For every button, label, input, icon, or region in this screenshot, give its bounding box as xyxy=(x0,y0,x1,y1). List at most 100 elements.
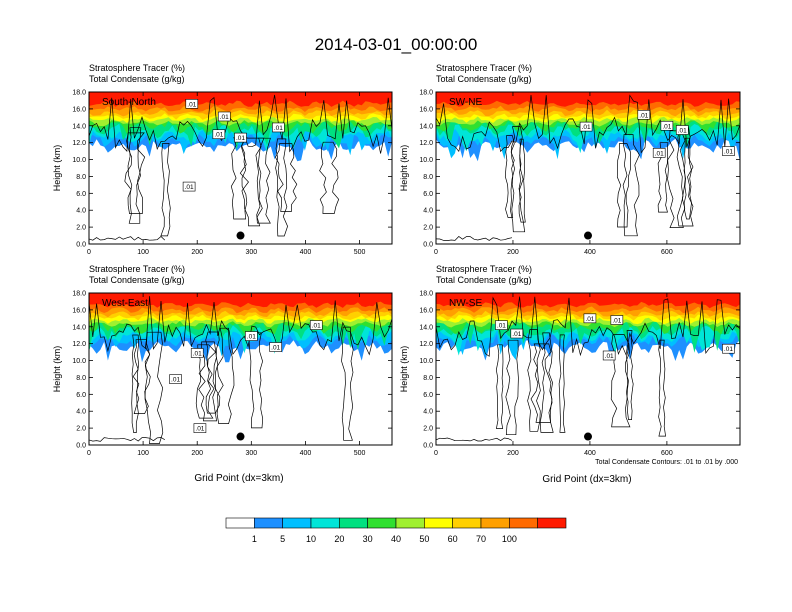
condensate-contour xyxy=(144,331,164,444)
y-tick-label: 16.0 xyxy=(72,106,86,113)
contour-label: .01 xyxy=(214,132,223,139)
y-tick-label: 8.0 xyxy=(76,174,86,181)
y-tick-label: 10.0 xyxy=(72,358,86,365)
x-tick-label: 400 xyxy=(300,450,312,457)
x-tick-label: 200 xyxy=(507,450,519,457)
x-tick-label: 0 xyxy=(87,450,91,457)
x-tick-label: 400 xyxy=(300,249,312,256)
contour-label-box xyxy=(637,110,651,120)
contour-label-box xyxy=(269,342,282,352)
colorbar-swatch xyxy=(310,517,340,529)
x-tick-label: 500 xyxy=(354,249,366,256)
condensate-contour xyxy=(558,334,566,433)
colorbar-swatch xyxy=(424,517,453,529)
y-axis-label: Height (km) xyxy=(52,346,62,393)
plot-frame xyxy=(88,91,393,245)
contour-label-box xyxy=(510,328,524,339)
y-tick-label: 12.0 xyxy=(419,140,433,147)
x-tick-label: 0 xyxy=(434,450,438,457)
panel-label: South-North xyxy=(102,97,156,108)
colorbar-swatch xyxy=(339,517,368,529)
panel-subtitle-tracer: Stratosphere Tracer (%) xyxy=(436,63,532,73)
panel-label: NW-SE xyxy=(449,298,482,309)
panel-label: SW-NE xyxy=(449,97,482,108)
colorbar-label: 100 xyxy=(502,534,517,544)
condensate-contour xyxy=(539,332,554,433)
condensate-contours xyxy=(436,94,740,241)
contour-label: .01 xyxy=(220,114,229,121)
contour-label: .01 xyxy=(724,346,733,353)
location-marker xyxy=(236,231,245,240)
x-tick-label: 600 xyxy=(661,249,673,256)
contour-label: .01 xyxy=(585,316,594,323)
contour-label-box xyxy=(272,122,285,133)
condensate-contour xyxy=(248,332,264,429)
condensate-contour xyxy=(89,94,392,154)
tracer-band xyxy=(89,92,392,107)
panel-subtitle-tracer: Stratosphere Tracer (%) xyxy=(436,264,532,274)
y-tick-label: 10.0 xyxy=(72,157,86,164)
colorbar-label: 1 xyxy=(252,534,257,544)
contour-label-box xyxy=(660,120,674,131)
x-axis-label: Grid Point (dx=3km) xyxy=(194,473,283,484)
x-tick-label: 600 xyxy=(661,450,673,457)
panel-label: West-East xyxy=(102,298,148,309)
panel-plot-area: .01 .01 .01 .01 .01 .01 West-East 0.0 2.0 4.0 6.0 8… xyxy=(72,291,393,457)
contour-label-box xyxy=(185,99,199,109)
x-tick-label: 300 xyxy=(245,249,257,256)
x-tick-label: 200 xyxy=(191,450,203,457)
colorbar-label: 70 xyxy=(476,534,486,544)
contour-label-box xyxy=(675,125,689,135)
y-tick-label: 6.0 xyxy=(423,191,433,198)
condensate-contour xyxy=(505,339,519,436)
condensate-contour xyxy=(616,143,631,228)
condensate-contour xyxy=(436,236,513,241)
condensate-contour xyxy=(622,134,640,237)
colorbar-swatch xyxy=(225,517,255,529)
y-tick-label: 2.0 xyxy=(423,225,433,232)
condensate-contour xyxy=(436,296,740,357)
plot-frame xyxy=(88,292,393,446)
tracer-field xyxy=(436,92,740,244)
panel-subtitle-condensate: Total Condensate (g/kg) xyxy=(89,74,185,84)
y-tick-label: 18.0 xyxy=(419,90,433,97)
x-tick-label: 500 xyxy=(354,450,366,457)
condensate-contour xyxy=(436,437,513,442)
condensate-contour xyxy=(89,437,165,442)
x-tick-label: 0 xyxy=(434,249,438,256)
x-tick-label: 400 xyxy=(584,450,596,457)
y-tick-label: 14.0 xyxy=(72,324,86,331)
colorbar-label: 40 xyxy=(391,534,401,544)
colorbar-swatch xyxy=(395,517,425,529)
colorbar-swatch xyxy=(537,517,567,529)
contour-label: .01 xyxy=(271,345,280,352)
y-tick-label: 18.0 xyxy=(72,90,86,97)
condensate-contour xyxy=(495,344,504,429)
contour-label: .01 xyxy=(312,323,321,330)
contour-label: .01 xyxy=(171,377,180,384)
y-axis-label: Height (km) xyxy=(399,346,409,393)
y-tick-label: 6.0 xyxy=(76,191,86,198)
contour-label: .01 xyxy=(605,353,614,360)
y-tick-label: 14.0 xyxy=(419,123,433,130)
condensate-contour xyxy=(216,327,235,424)
condensate-contour xyxy=(275,138,288,237)
contour-label: .01 xyxy=(678,128,687,135)
x-tick-label: 0 xyxy=(87,249,91,256)
panel-plot-area: .01 .01 .01 .01 .01 .01 NW-SE 0.0 2.0 4.0 6.0 8.0 10… xyxy=(419,291,741,457)
tracer-band xyxy=(89,293,392,308)
condensate-contour xyxy=(530,343,553,423)
y-tick-label: 8.0 xyxy=(76,375,86,382)
condensate-contour xyxy=(518,138,526,223)
contour-footnote: Total Condensate Contours: .01 to .01 by… xyxy=(595,459,738,466)
y-axis-label: Height (km) xyxy=(52,145,62,192)
contour-label-box xyxy=(722,343,735,354)
panel-subtitle-tracer: Stratosphere Tracer (%) xyxy=(89,63,185,73)
y-tick-label: 0.0 xyxy=(76,443,86,450)
y-tick-label: 16.0 xyxy=(419,307,433,314)
contour-label-box xyxy=(190,348,204,358)
contour-label: .01 xyxy=(662,123,671,130)
contour-label: .01 xyxy=(512,331,521,338)
colorbar-label: 5 xyxy=(280,534,285,544)
y-tick-label: 4.0 xyxy=(423,409,433,416)
